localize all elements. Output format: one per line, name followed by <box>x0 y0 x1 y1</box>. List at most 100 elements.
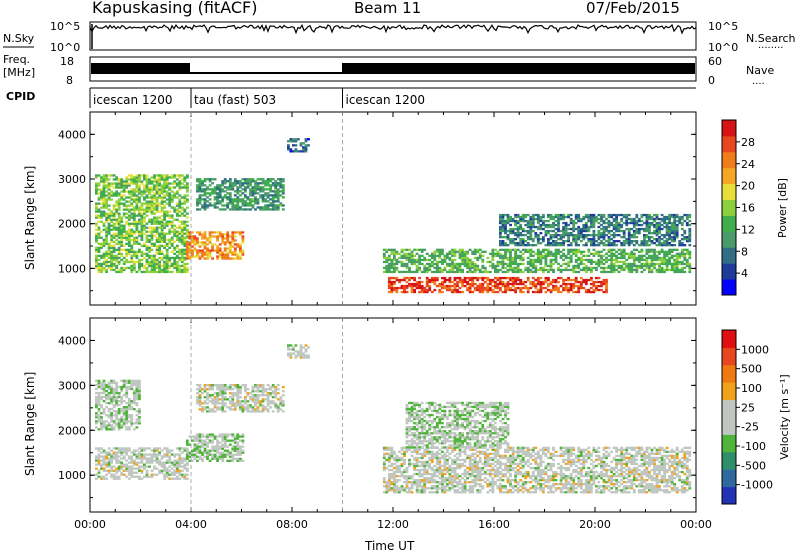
heatmap-cell <box>555 261 558 263</box>
heatmap-cell <box>148 265 151 267</box>
heatmap-cell <box>138 207 141 209</box>
heatmap-cell <box>509 249 512 251</box>
heatmap-cell <box>120 468 123 470</box>
heatmap-cell <box>519 263 522 265</box>
heatmap-cell <box>163 462 166 464</box>
heatmap-cell <box>633 218 636 220</box>
heatmap-cell <box>492 281 495 283</box>
heatmap-cell <box>507 244 510 246</box>
heatmap-cell <box>673 236 676 238</box>
heatmap-cell <box>176 215 179 217</box>
heatmap-cell <box>231 184 234 186</box>
heatmap-cell <box>620 265 623 267</box>
heatmap-cell <box>115 457 118 459</box>
heatmap-cell <box>436 277 439 279</box>
heatmap-cell <box>570 228 573 230</box>
heatmap-cell <box>123 188 126 190</box>
heatmap-cell <box>163 447 166 449</box>
heatmap-cell <box>176 466 179 468</box>
heatmap-cell <box>449 269 452 271</box>
heatmap-cell <box>557 244 560 246</box>
heatmap-cell <box>191 249 194 251</box>
heatmap-cell <box>123 464 126 466</box>
heatmap-cell <box>118 192 121 194</box>
heatmap-cell <box>120 462 123 464</box>
heatmap-cell <box>537 279 540 281</box>
heatmap-cell <box>105 203 108 205</box>
heatmap-cell <box>598 277 601 279</box>
heatmap-cell <box>196 243 199 245</box>
heatmap-cell <box>262 194 265 196</box>
heatmap-cell <box>224 450 227 452</box>
heatmap-cell <box>666 228 669 230</box>
heatmap-cell <box>221 396 224 398</box>
heatmap-cell <box>272 196 275 198</box>
heatmap-cell <box>183 457 186 459</box>
heatmap-cell <box>641 214 644 216</box>
heatmap-cell <box>229 178 232 180</box>
heatmap-cell <box>438 283 441 285</box>
heatmap-cell <box>529 265 532 267</box>
heatmap-cell <box>105 178 108 180</box>
heatmap-cell <box>461 269 464 271</box>
heatmap-cell <box>641 220 644 222</box>
heatmap-cell <box>115 384 118 386</box>
heatmap-cell <box>464 255 467 257</box>
heatmap-cell <box>95 205 98 207</box>
heatmap-cell <box>595 234 598 236</box>
heatmap-cell <box>534 244 537 246</box>
heatmap-cell <box>411 289 414 291</box>
heatmap-cell <box>176 476 179 478</box>
heatmap-cell <box>519 255 522 257</box>
heatmap-cell <box>418 259 421 261</box>
heatmap-cell <box>113 174 116 176</box>
heatmap-cell <box>658 251 661 253</box>
heatmap-cell <box>242 253 245 255</box>
heatmap-cell <box>158 265 161 267</box>
heatmap-cell <box>537 222 540 224</box>
heatmap-cell <box>219 448 222 450</box>
heatmap-cell <box>166 243 169 245</box>
heatmap-cell <box>600 289 603 291</box>
heatmap-cell <box>671 249 674 251</box>
heatmap-cell <box>242 188 245 190</box>
heatmap-cell <box>497 271 500 273</box>
heatmap-cell <box>115 259 118 261</box>
heatmap-cell <box>504 222 507 224</box>
heatmap-cell <box>199 386 202 388</box>
heatmap-cell <box>391 263 394 265</box>
heatmap-cell <box>426 285 429 287</box>
heatmap-cell <box>103 245 106 247</box>
heatmap-cell <box>153 192 156 194</box>
heatmap-cell <box>587 261 590 263</box>
heatmap-cell <box>151 227 154 229</box>
heatmap-cell <box>502 281 505 283</box>
heatmap-cell <box>262 182 265 184</box>
heatmap-cell <box>444 259 447 261</box>
heatmap-cell <box>161 239 164 241</box>
heatmap-cell <box>118 451 121 453</box>
heatmap-cell <box>499 261 502 263</box>
heatmap-cell <box>234 438 237 440</box>
heatmap-cell <box>572 230 575 232</box>
heatmap-cell <box>161 235 164 237</box>
heatmap-cell <box>221 257 224 259</box>
heatmap-cell <box>582 216 585 218</box>
heatmap-cell <box>136 239 139 241</box>
heatmap-cell <box>120 398 123 400</box>
heatmap-cell <box>651 236 654 238</box>
heatmap-cell <box>186 458 189 460</box>
heatmap-cell <box>110 211 113 213</box>
heatmap-cell <box>171 182 174 184</box>
heatmap-cell <box>466 261 469 263</box>
heatmap-cell <box>168 198 171 200</box>
heatmap-cell <box>125 380 128 382</box>
heatmap-cell <box>103 400 106 402</box>
heatmap-cell <box>633 240 636 242</box>
heatmap-cell <box>110 190 113 192</box>
heatmap-cell <box>156 247 159 249</box>
heatmap-cell <box>474 283 477 285</box>
heatmap-cell <box>110 416 113 418</box>
heatmap-cell <box>95 217 98 219</box>
heatmap-cell <box>171 251 174 253</box>
